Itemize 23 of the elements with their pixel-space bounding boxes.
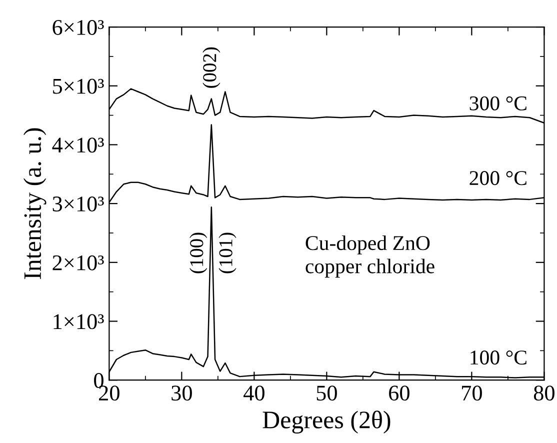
y-tick-label: 0 <box>94 373 104 388</box>
legend-label: 100 °C <box>470 350 526 365</box>
annotation: (002) <box>202 47 220 88</box>
annotation: (100) <box>190 232 208 274</box>
legend-label: 200 °C <box>470 171 526 186</box>
y-tick-label: 1×10³ <box>54 314 104 330</box>
x-tick-label: 40 <box>244 386 264 401</box>
y-tick-label: 5×10³ <box>53 78 104 94</box>
y-tick-label: 2×10³ <box>52 255 104 270</box>
y-tick-label: 4×10³ <box>52 138 104 153</box>
annotation: Cu-doped ZnO copper chloride <box>306 235 434 278</box>
x-tick-label: 70 <box>462 386 482 401</box>
y-tick-label: 6×10³ <box>52 20 104 35</box>
x-tick-label: 20 <box>99 386 120 401</box>
legend-label: 300 °C <box>470 96 526 110</box>
y-axis-title: Intensity (a. u.) <box>23 128 46 280</box>
y-tick-label: 3×10³ <box>52 196 104 212</box>
x-axis-title: Degrees (2θ) <box>262 410 390 434</box>
x-tick-label: 50 <box>316 386 337 401</box>
x-tick-label: 30 <box>172 386 192 401</box>
x-tick-label: 80 <box>534 386 554 401</box>
x-tick-label: 60 <box>389 386 410 401</box>
annotation: (101) <box>218 232 236 274</box>
